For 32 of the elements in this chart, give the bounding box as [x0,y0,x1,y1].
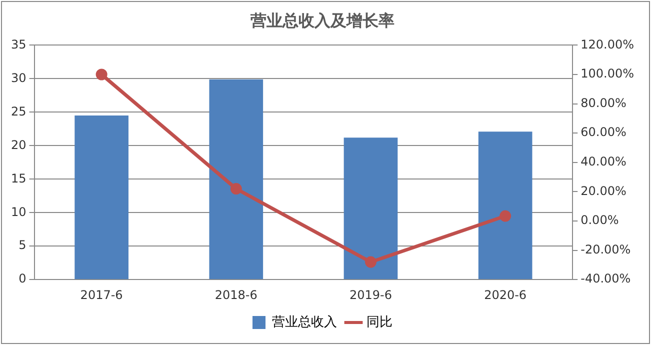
x-tick-label: 2019-6 [349,288,392,302]
point [500,210,512,222]
y2-tick-label: -20.00% [580,242,631,256]
y-tick-label: 35 [10,37,26,52]
bar [344,138,398,280]
y-tick-label: 5 [18,238,26,252]
x-tick-label: 2017-6 [80,288,123,302]
y2-tick-label: 100.00% [580,66,634,81]
y2-tick-label: 80.00% [580,96,626,110]
y2-tick-label: 20.00% [580,184,626,198]
legend-label: 同比 [366,314,392,330]
y2-tick-label: 0.00% [580,213,619,228]
point [364,256,376,268]
y2-tick-label: 120.00% [580,37,634,52]
bar [74,116,128,280]
bar [209,79,264,280]
point [230,183,242,195]
y-tick-label: 30 [10,70,26,85]
y-tick-label: 10 [10,204,26,219]
x-tick-label: 2020-6 [484,288,527,302]
chart-title: 营业总收入及增长率 [250,10,394,30]
y-tick-label: 15 [10,171,26,186]
y2-tick-label: 60.00% [580,125,626,140]
bar [478,132,532,280]
y-tick-label: 25 [10,104,26,118]
legend-label: 营业总收入 [272,314,337,330]
x-tick-label: 2018-6 [214,288,258,302]
point [96,68,108,80]
y2-tick-label: 40.00% [580,154,626,169]
y2-tick-label: -40.00% [580,272,631,286]
y-tick-label: 20 [10,138,26,152]
y-tick-label: 0 [18,272,26,286]
